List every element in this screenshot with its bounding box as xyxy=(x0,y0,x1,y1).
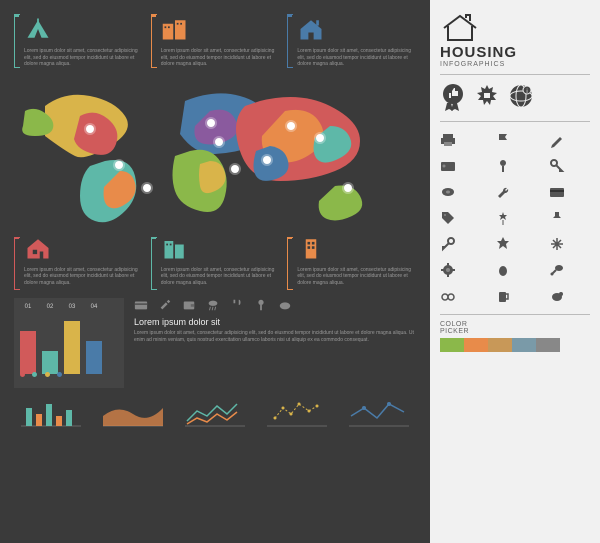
buildings-small-icon xyxy=(161,237,189,259)
swatch[interactable] xyxy=(512,338,536,352)
callout-text: Lorem ipsum dolor sit amet, consectetur … xyxy=(161,267,280,287)
mini-line2-chart xyxy=(342,396,416,428)
bar-label: 02 xyxy=(42,304,58,310)
callouts-bottom: Lorem ipsum dolor sit amet, consectetur … xyxy=(14,237,416,291)
callout-text: Lorem ipsum dolor sit amet, consectetur … xyxy=(24,267,143,287)
glasses-icon xyxy=(440,288,456,304)
bar-label: 01 xyxy=(20,304,36,310)
pen-icon xyxy=(549,132,565,148)
divider xyxy=(440,121,590,122)
callout-1: Lorem ipsum dolor sit amet, consectetur … xyxy=(151,14,280,68)
flag-icon xyxy=(495,132,511,148)
mini-scatter-chart xyxy=(260,396,334,428)
house-icon xyxy=(24,237,52,259)
mini-bar-chart xyxy=(14,396,88,428)
gear-icon xyxy=(440,262,456,278)
card2-icon xyxy=(440,158,456,174)
cloud-icon xyxy=(278,298,292,312)
mini-charts xyxy=(14,396,416,428)
mini-area-chart xyxy=(96,396,170,428)
tent-icon xyxy=(24,18,52,40)
wallet-icon xyxy=(182,298,196,312)
callout-4: Lorem ipsum dolor sit amet, consectetur … xyxy=(151,237,280,291)
color-swatches xyxy=(440,338,590,352)
printer-icon xyxy=(440,132,456,148)
rain-icon xyxy=(206,298,220,312)
infographic-panel: Lorem ipsum dolor sit amet, consectetur … xyxy=(0,0,430,543)
bottom-section: 01 02 03 04 xyxy=(14,298,416,388)
hammer-icon xyxy=(158,298,172,312)
egg-icon xyxy=(495,262,511,278)
logo: HOUSING INFOGRAPHICS xyxy=(440,12,590,68)
snow-icon xyxy=(549,236,565,252)
tag-icon xyxy=(440,210,456,226)
callout-text: Lorem ipsum dolor sit amet, consectetur … xyxy=(24,48,143,68)
callouts-top: Lorem ipsum dolor sit amet, consectetur … xyxy=(14,14,416,68)
swatch[interactable] xyxy=(536,338,560,352)
lorem-text: Lorem ipsum dolor sit amet, consectetur … xyxy=(134,330,416,344)
key2-icon xyxy=(440,236,456,252)
pin-icon xyxy=(254,298,268,312)
callout-2: Lorem ipsum dolor sit amet, consectetur … xyxy=(287,14,416,68)
lorem-block: Lorem ipsum dolor sit Lorem ipsum dolor … xyxy=(134,298,416,388)
credit-icon xyxy=(549,184,565,200)
wrench-icon xyxy=(495,184,511,200)
pushpin-icon xyxy=(495,158,511,174)
swatch[interactable] xyxy=(464,338,488,352)
world-map xyxy=(14,76,416,231)
badges: i xyxy=(440,83,590,113)
callout-text: Lorem ipsum dolor sit amet, consectetur … xyxy=(161,48,280,68)
burst-badge-icon xyxy=(474,83,500,113)
logo-title: HOUSING xyxy=(440,44,590,61)
divider xyxy=(440,314,590,315)
lorem-title: Lorem ipsum dolor sit xyxy=(134,317,416,327)
callout-3: Lorem ipsum dolor sit amet, consectetur … xyxy=(14,237,143,291)
starpin-icon xyxy=(495,210,511,226)
chicken-icon xyxy=(549,288,565,304)
drumstick-icon xyxy=(549,262,565,278)
callout-0: Lorem ipsum dolor sit amet, consectetur … xyxy=(14,14,143,68)
sidebar-panel: HOUSING INFOGRAPHICS i COLOR PICKER xyxy=(430,0,600,543)
divider xyxy=(440,74,590,75)
mini-line-chart xyxy=(178,396,252,428)
swatch[interactable] xyxy=(488,338,512,352)
lorem-icons xyxy=(134,298,416,312)
thumbs-badge-icon xyxy=(440,83,466,113)
icon-grid xyxy=(440,132,590,304)
swatch[interactable] xyxy=(440,338,464,352)
house-logo-icon xyxy=(440,12,480,42)
beer-icon xyxy=(495,288,511,304)
bar-label: 03 xyxy=(64,304,80,310)
callout-5: Lorem ipsum dolor sit amet, consectetur … xyxy=(287,237,416,291)
globe-badge-icon: i xyxy=(508,83,534,113)
callout-text: Lorem ipsum dolor sit amet, consectetur … xyxy=(297,267,416,287)
key-icon xyxy=(549,158,565,174)
star-icon xyxy=(495,236,511,252)
house-chimney-icon xyxy=(297,18,325,40)
card-icon xyxy=(134,298,148,312)
roll-icon xyxy=(440,184,456,200)
utensils-icon xyxy=(230,298,244,312)
bar-chart: 01 02 03 04 xyxy=(14,298,124,388)
pushpin2-icon xyxy=(549,210,565,226)
color-picker-label: COLOR PICKER xyxy=(440,321,590,335)
logo-subtitle: INFOGRAPHICS xyxy=(440,61,590,68)
bar-label: 04 xyxy=(86,304,102,310)
map-svg xyxy=(14,76,416,231)
svg-text:i: i xyxy=(526,89,527,95)
callout-text: Lorem ipsum dolor sit amet, consectetur … xyxy=(297,48,416,68)
tower-icon xyxy=(297,237,325,259)
buildings-icon xyxy=(161,18,189,40)
